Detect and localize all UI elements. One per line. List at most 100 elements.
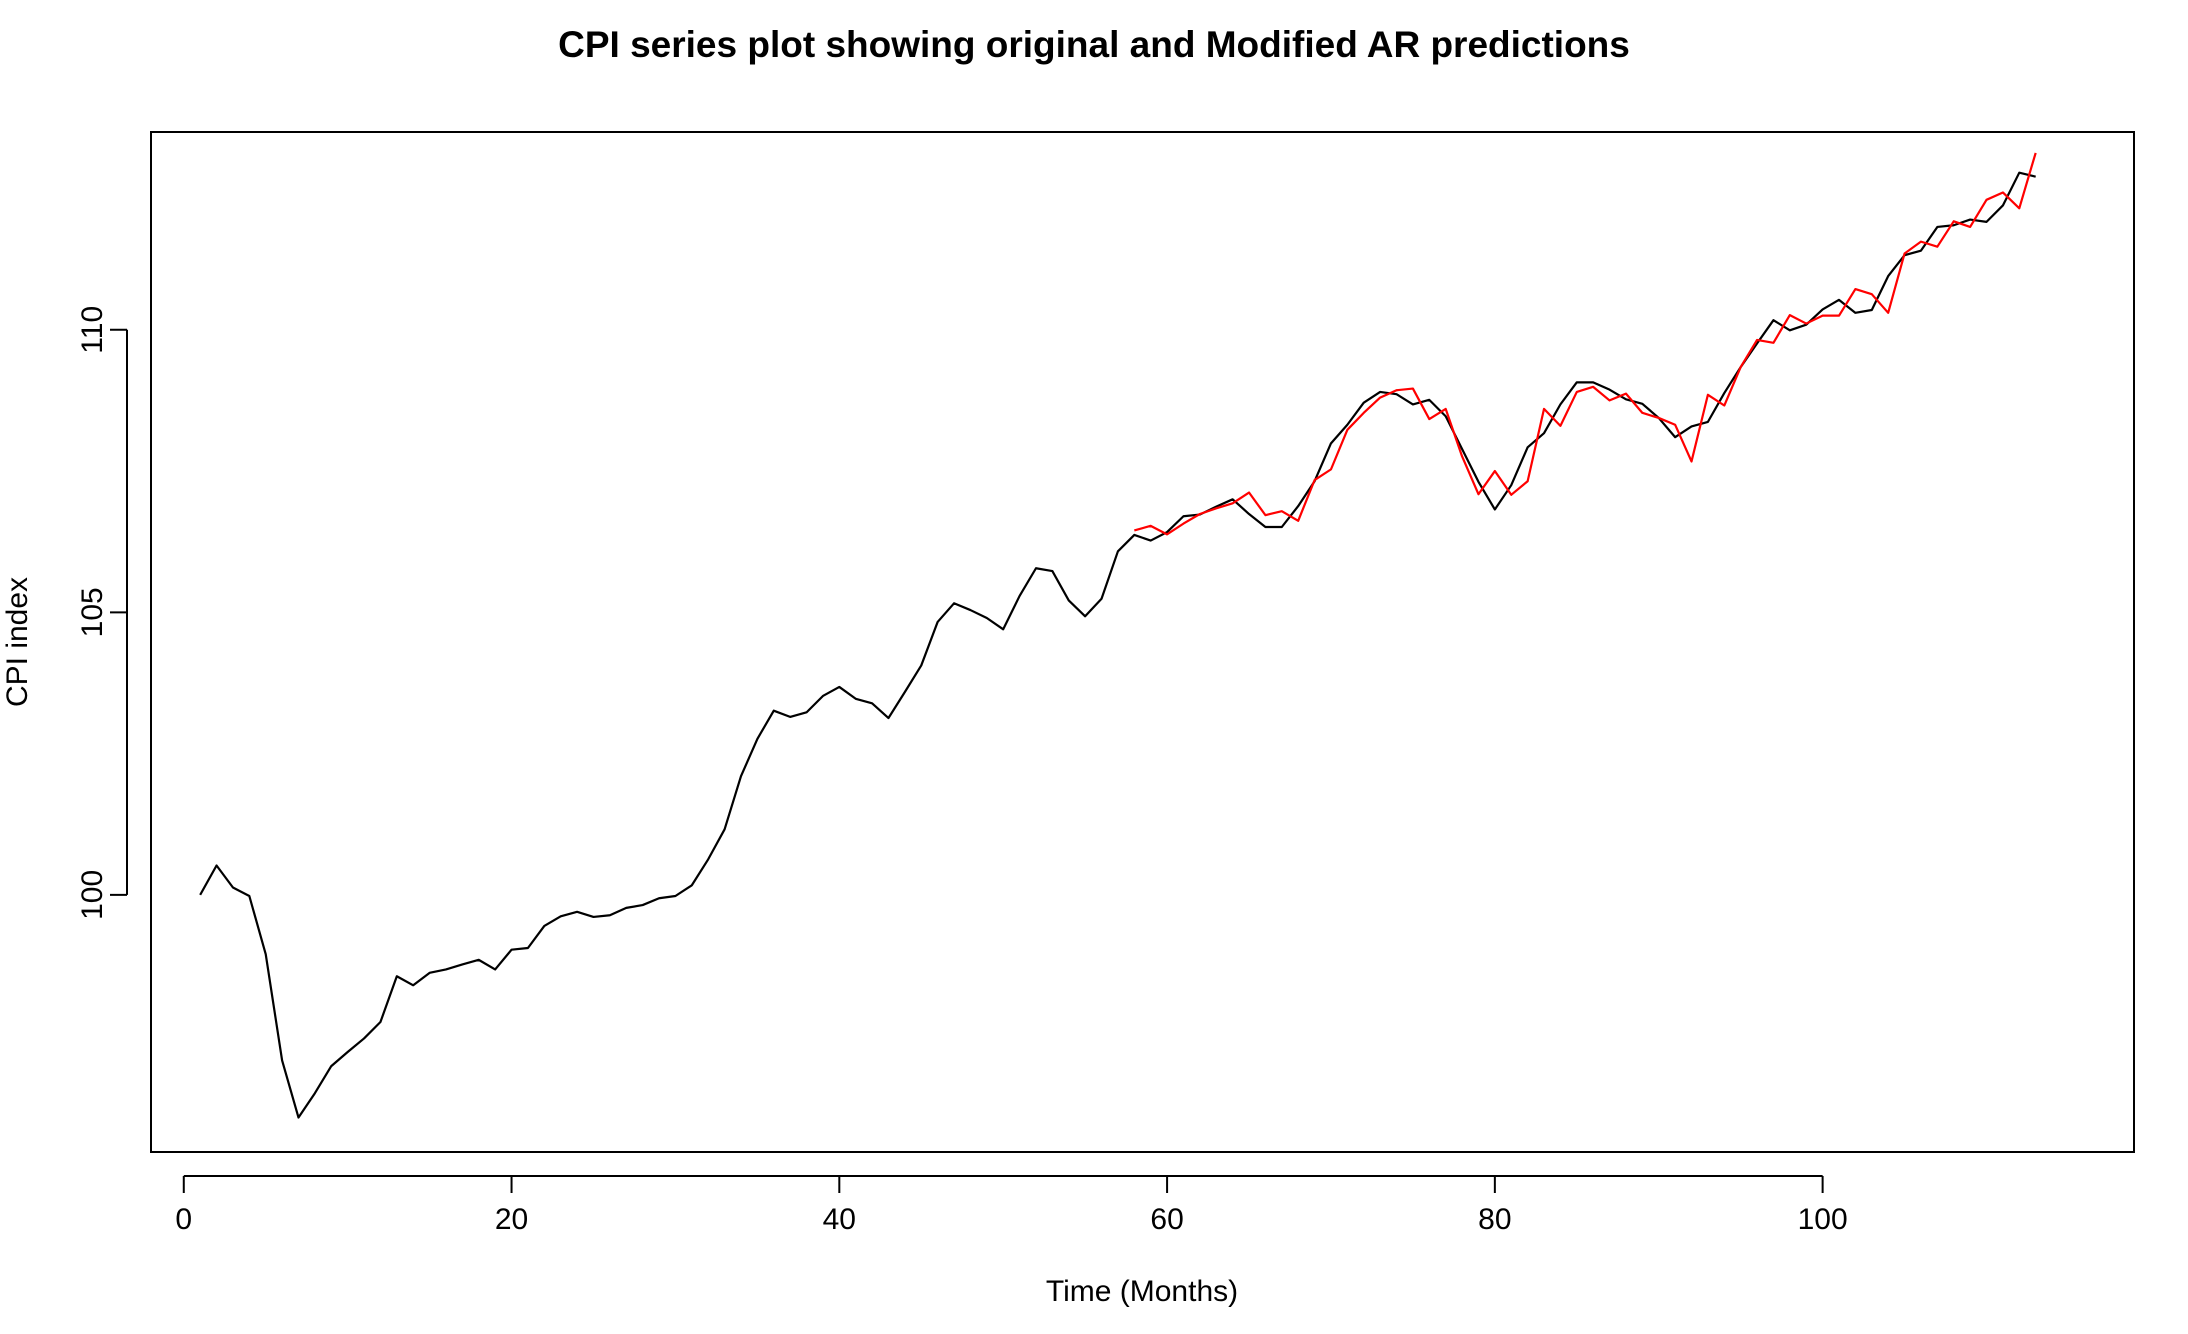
data-point — [707, 858, 709, 860]
data-point — [1412, 388, 1414, 390]
data-point — [1953, 220, 1955, 222]
data-point — [1527, 480, 1529, 482]
data-point — [986, 617, 988, 619]
data-point — [1412, 403, 1414, 405]
data-point — [1461, 455, 1463, 457]
data-point — [1264, 526, 1266, 528]
data-point — [314, 1092, 316, 1094]
data-point — [1592, 381, 1594, 383]
data-point — [1150, 540, 1152, 542]
data-point — [1838, 315, 1840, 317]
data-point — [1510, 484, 1512, 486]
data-point — [1969, 219, 1971, 221]
data-point — [1510, 494, 1512, 496]
data-point — [2035, 176, 2037, 178]
data-point — [232, 887, 234, 889]
data-point — [1494, 470, 1496, 472]
data-point — [1051, 570, 1053, 572]
data-point — [1772, 342, 1774, 344]
data-point — [1986, 199, 1988, 201]
data-point — [1445, 415, 1447, 417]
data-point — [1936, 226, 1938, 228]
data-point — [1838, 299, 1840, 301]
data-point — [396, 975, 398, 977]
x-axis-label: Time (Months) — [1046, 1275, 1238, 1308]
data-point — [1477, 481, 1479, 483]
data-point — [1904, 253, 1906, 255]
data-point — [1691, 460, 1693, 462]
chart-title: CPI series plot showing original and Mod… — [558, 24, 1630, 65]
x-tick-label: 20 — [495, 1203, 528, 1236]
data-point — [1281, 526, 1283, 528]
data-point — [1674, 436, 1676, 438]
data-point — [1428, 418, 1430, 420]
data-point — [1772, 319, 1774, 321]
data-point — [199, 894, 201, 896]
data-point — [1789, 314, 1791, 316]
data-point — [1248, 513, 1250, 515]
data-point — [478, 959, 480, 961]
data-point — [756, 738, 758, 740]
data-point — [1396, 393, 1398, 395]
data-point — [1494, 508, 1496, 510]
data-point — [429, 972, 431, 974]
y-tick-label: 100 — [76, 870, 109, 920]
data-point — [691, 884, 693, 886]
data-point — [1920, 250, 1922, 252]
series-line — [199, 171, 2036, 1119]
data-point — [2018, 207, 2020, 209]
data-point — [1527, 446, 1529, 448]
data-point — [642, 904, 644, 906]
data-point — [1543, 408, 1545, 410]
data-point — [560, 915, 562, 917]
data-point — [347, 1051, 349, 1053]
data-point — [740, 775, 742, 777]
data-point — [1002, 628, 1004, 630]
data-point — [1887, 275, 1889, 277]
data-point — [1707, 421, 1709, 423]
data-point — [2002, 204, 2004, 206]
data-point — [461, 963, 463, 965]
data-point — [1232, 498, 1234, 500]
series-layer — [199, 152, 2037, 1119]
data-point — [1723, 405, 1725, 407]
data-point — [1625, 398, 1627, 400]
data-point — [1379, 391, 1381, 393]
data-point — [1346, 424, 1348, 426]
data-point — [1822, 308, 1824, 310]
data-point — [1199, 513, 1201, 515]
data-point — [1363, 402, 1365, 404]
data-point — [1641, 412, 1643, 414]
data-point — [216, 865, 218, 867]
data-point — [1215, 507, 1217, 509]
data-point — [527, 947, 529, 949]
data-point — [658, 897, 660, 899]
data-point — [625, 907, 627, 909]
series-line — [1134, 152, 2037, 536]
data-point — [1101, 598, 1103, 600]
data-point — [2035, 152, 2037, 154]
data-point — [511, 949, 513, 951]
series-original — [199, 171, 2037, 1119]
data-point — [1166, 533, 1168, 535]
data-point — [1461, 448, 1463, 450]
data-point — [1297, 520, 1299, 522]
data-point — [1543, 432, 1545, 434]
data-point — [1576, 391, 1578, 393]
data-point — [1756, 339, 1758, 341]
data-point — [330, 1065, 332, 1067]
data-point — [248, 895, 250, 897]
data-point — [1445, 408, 1447, 410]
y-tick-label: 110 — [76, 306, 109, 354]
data-point — [445, 968, 447, 970]
data-point — [1871, 309, 1873, 311]
data-point — [1641, 403, 1643, 405]
data-point — [2018, 172, 2020, 174]
data-point — [1871, 293, 1873, 295]
data-point — [1182, 515, 1184, 517]
data-point — [887, 717, 889, 719]
data-point — [1986, 221, 1988, 223]
data-point — [1396, 389, 1398, 391]
data-point — [855, 698, 857, 700]
